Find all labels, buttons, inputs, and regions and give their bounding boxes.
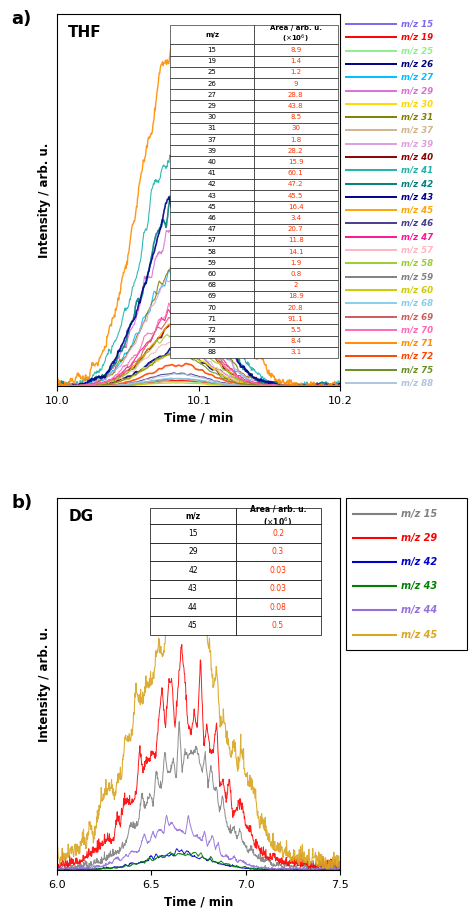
Text: m/z 19: m/z 19 <box>401 33 433 42</box>
Text: m/z 39: m/z 39 <box>401 139 433 148</box>
Text: m/z 59: m/z 59 <box>401 272 433 281</box>
Text: m/z 41: m/z 41 <box>401 166 433 175</box>
Text: m/z 29: m/z 29 <box>401 86 433 95</box>
Text: m/z 42: m/z 42 <box>401 557 437 567</box>
X-axis label: Time / min: Time / min <box>164 411 233 425</box>
Text: m/z 45: m/z 45 <box>401 630 437 640</box>
Text: m/z 15: m/z 15 <box>401 508 437 518</box>
Text: m/z 72: m/z 72 <box>401 352 433 361</box>
Text: m/z 37: m/z 37 <box>401 126 433 135</box>
Text: b): b) <box>11 494 33 512</box>
Text: m/z 47: m/z 47 <box>401 232 433 241</box>
Text: m/z 57: m/z 57 <box>401 246 433 254</box>
Text: m/z 68: m/z 68 <box>401 299 433 308</box>
Text: m/z 43: m/z 43 <box>401 192 433 201</box>
Text: m/z 29: m/z 29 <box>401 533 437 543</box>
Text: DG: DG <box>68 509 93 524</box>
Text: m/z 71: m/z 71 <box>401 339 433 348</box>
Text: m/z 60: m/z 60 <box>401 285 433 294</box>
Text: m/z 70: m/z 70 <box>401 325 433 334</box>
Text: m/z 45: m/z 45 <box>401 206 433 215</box>
Text: m/z 58: m/z 58 <box>401 259 433 268</box>
Y-axis label: Intensity / arb. u.: Intensity / arb. u. <box>38 142 51 258</box>
Text: m/z 88: m/z 88 <box>401 379 433 387</box>
Text: m/z 40: m/z 40 <box>401 152 433 161</box>
Text: m/z 42: m/z 42 <box>401 179 433 188</box>
Text: m/z 46: m/z 46 <box>401 219 433 228</box>
Text: THF: THF <box>68 25 102 40</box>
Text: m/z 43: m/z 43 <box>401 581 437 591</box>
Text: m/z 15: m/z 15 <box>401 19 433 28</box>
Text: m/z 31: m/z 31 <box>401 113 433 121</box>
X-axis label: Time / min: Time / min <box>164 896 233 908</box>
Text: a): a) <box>11 10 32 28</box>
FancyBboxPatch shape <box>346 497 467 650</box>
Text: m/z 75: m/z 75 <box>401 365 433 374</box>
Y-axis label: Intensity / arb. u.: Intensity / arb. u. <box>38 626 51 742</box>
Text: m/z 69: m/z 69 <box>401 312 433 321</box>
Text: m/z 25: m/z 25 <box>401 46 433 56</box>
Text: m/z 30: m/z 30 <box>401 99 433 108</box>
Text: m/z 26: m/z 26 <box>401 59 433 68</box>
Text: m/z 44: m/z 44 <box>401 605 437 615</box>
Text: m/z 27: m/z 27 <box>401 73 433 82</box>
